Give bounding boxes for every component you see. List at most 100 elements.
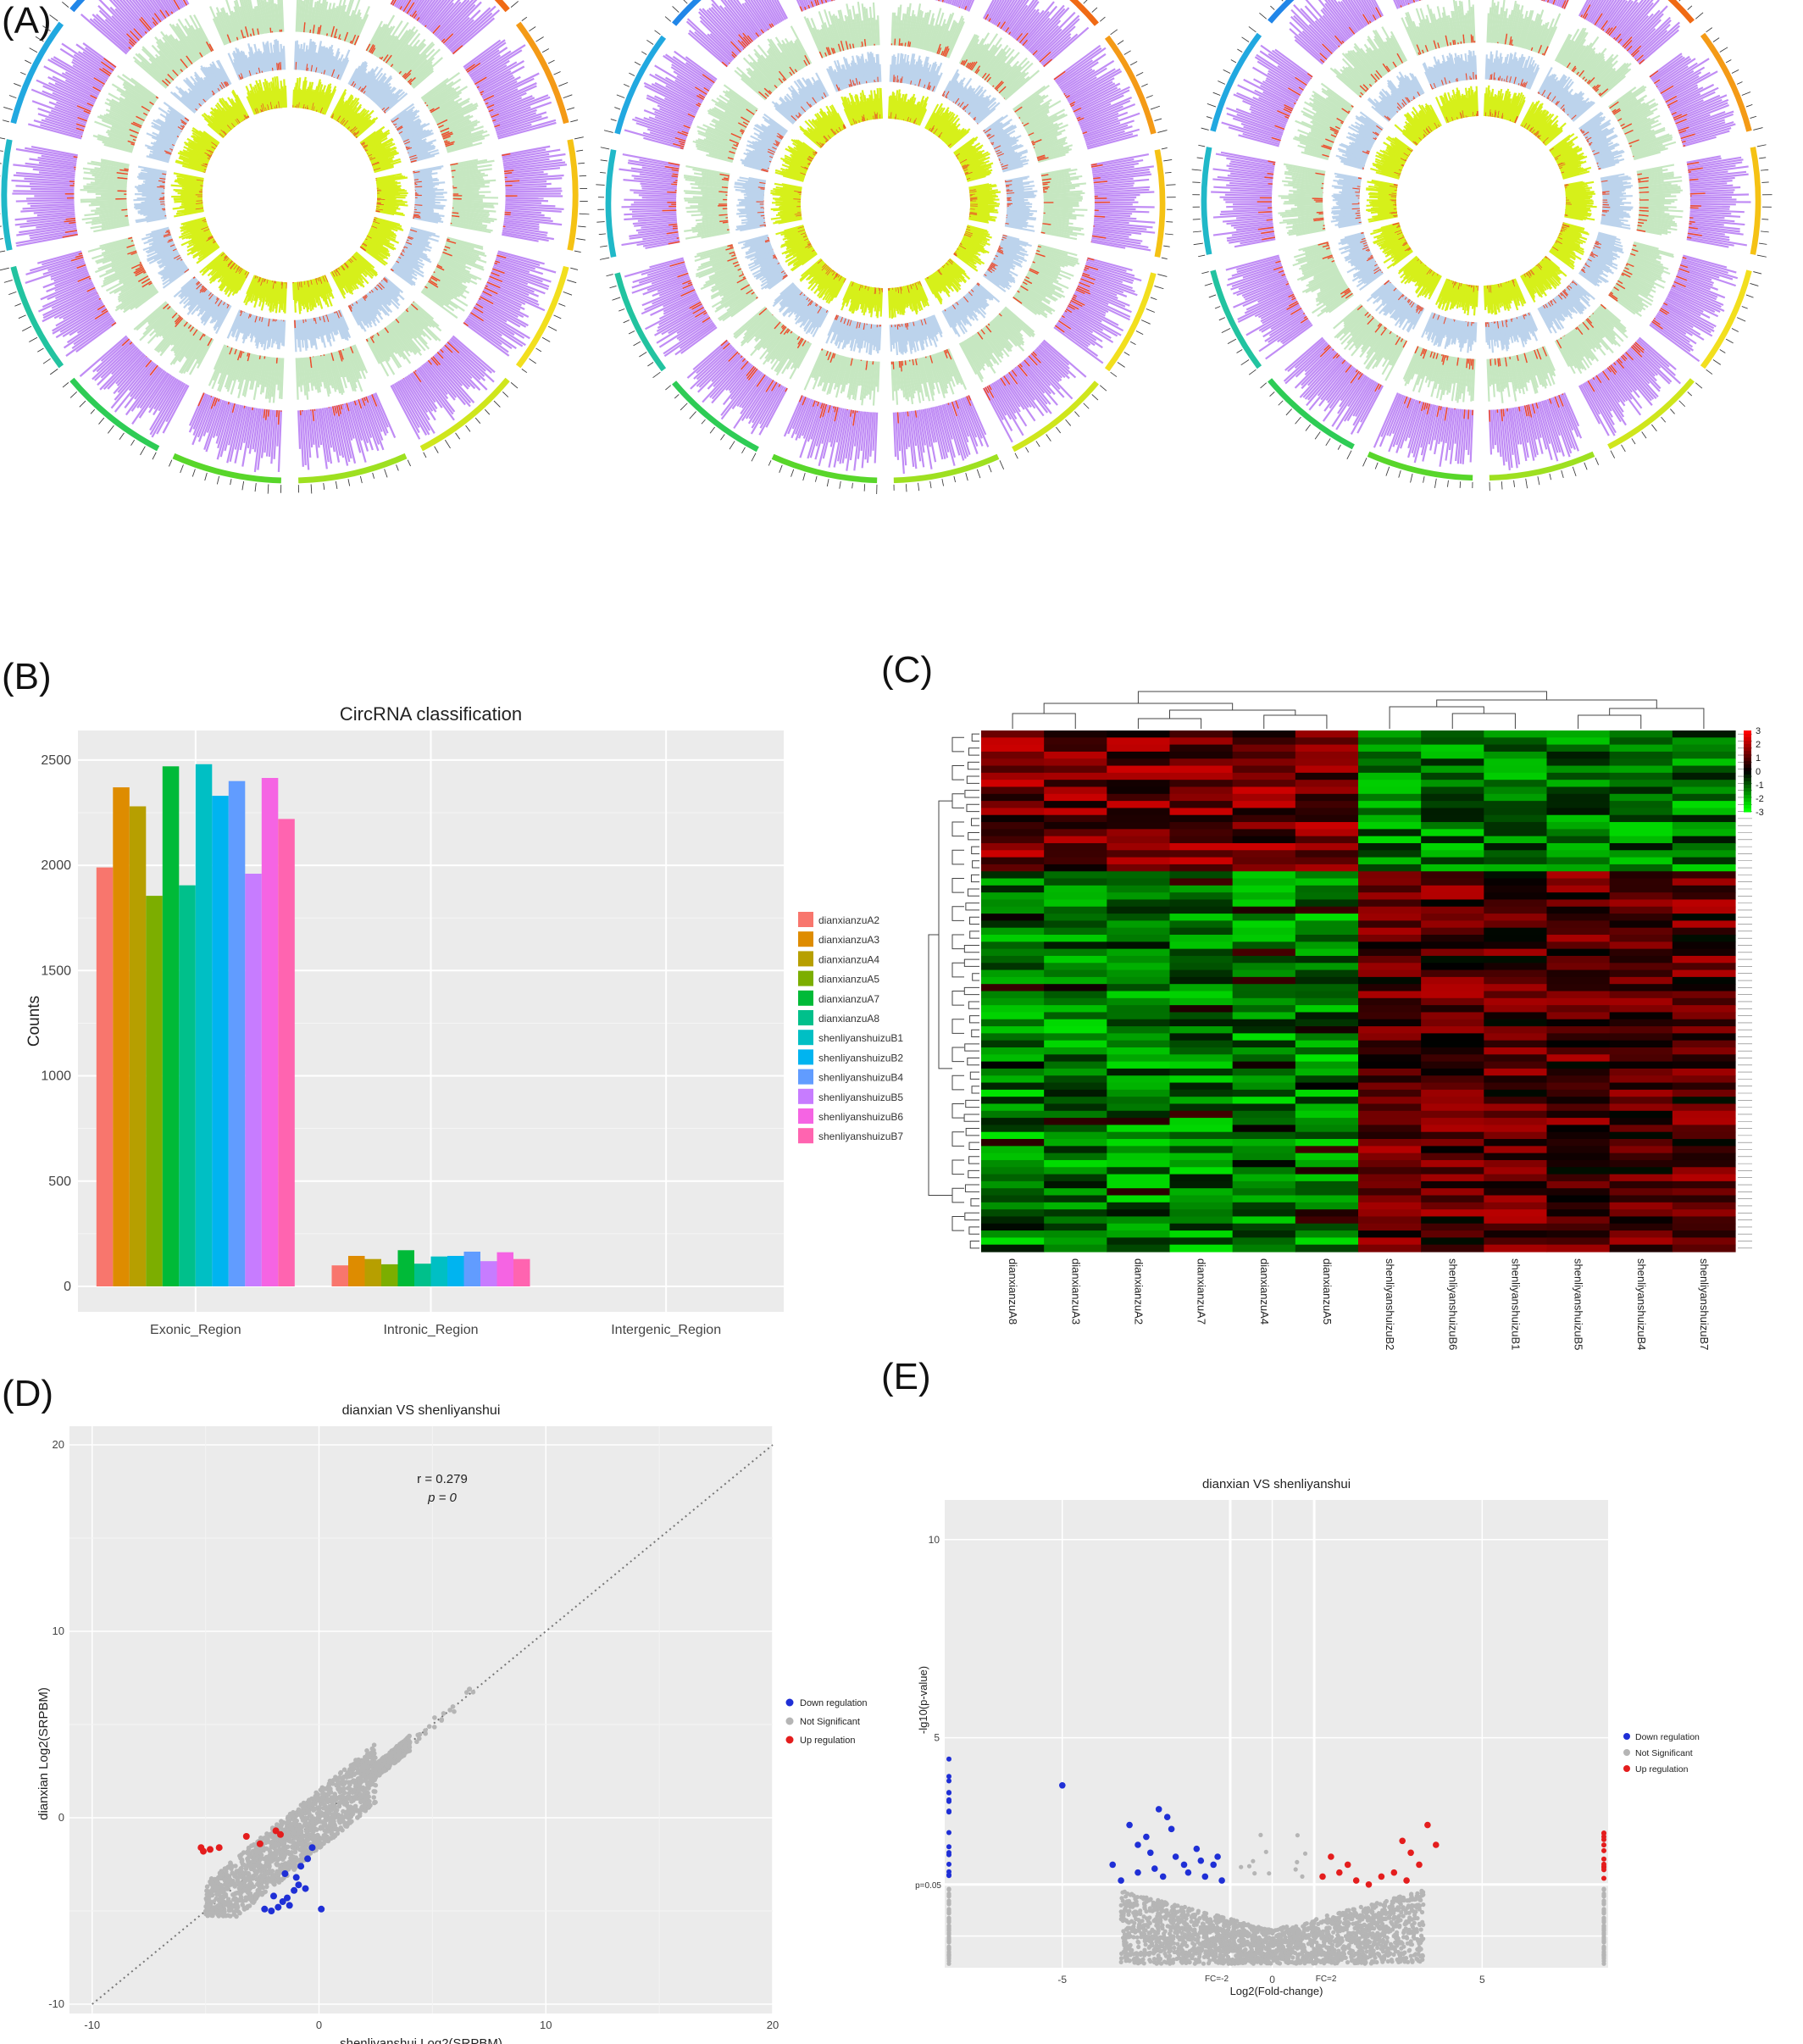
- circos-bar: [504, 173, 548, 179]
- circos-bar: [497, 121, 557, 140]
- chromosome-tick: [19, 71, 26, 75]
- circos-bar: [43, 65, 100, 96]
- circos-bar: [491, 269, 529, 286]
- circos-bar: [302, 45, 308, 71]
- circos-bar: [164, 42, 187, 69]
- circos-junction-bar: [735, 143, 739, 146]
- circos-bar: [239, 406, 250, 451]
- circos-bar: [99, 203, 127, 208]
- chromosome-tick: [547, 325, 558, 331]
- circos-junction-bar: [1040, 231, 1046, 234]
- chromosome-tick: [455, 432, 461, 440]
- circos-junction-bar: [64, 219, 76, 223]
- circos-bar: [233, 0, 247, 39]
- circos-junction-bar: [414, 369, 417, 372]
- circos-junction-bar: [424, 25, 427, 28]
- circos-junction-bar: [504, 214, 511, 216]
- chromosome-tick: [623, 319, 630, 324]
- circos-bar: [99, 236, 133, 247]
- circos-bar: [308, 409, 313, 448]
- circos-bar: [353, 344, 369, 374]
- circos-bar: [153, 376, 175, 410]
- circos-bar: [427, 359, 466, 406]
- chromosome-tick: [62, 1, 69, 8]
- circos-bar: [111, 14, 139, 43]
- chromosome-tick: [1166, 221, 1173, 223]
- circos-bar: [324, 48, 334, 75]
- circos-junction-bar: [180, 69, 184, 73]
- circos-bar: [162, 0, 174, 14]
- circos-junction-bar: [86, 103, 94, 107]
- circos-bar: [387, 324, 410, 353]
- circos-bar: [399, 380, 431, 431]
- circos-bar: [337, 0, 352, 40]
- circos-junction-bar: [277, 410, 280, 425]
- circos-bar: [416, 368, 455, 421]
- circos-junction-bar: [441, 38, 446, 42]
- circos-junction-bar: [207, 337, 213, 347]
- circos-bar: [175, 0, 182, 9]
- circos-bar: [372, 27, 391, 55]
- chromosome-tick: [1056, 426, 1062, 434]
- circos-junction-bar: [261, 70, 264, 73]
- circos-bar: [485, 282, 546, 312]
- circos-bar: [336, 49, 351, 80]
- circos-bar: [411, 372, 438, 409]
- chromosome-tick: [563, 94, 573, 99]
- circos-bar: [389, 323, 413, 353]
- circos-bar: [504, 170, 544, 177]
- circos-bar: [154, 0, 169, 18]
- circos-bar: [334, 61, 343, 79]
- circos-bar: [327, 353, 338, 391]
- circos-junction-bar: [83, 110, 91, 114]
- circos-bar: [159, 0, 172, 16]
- circos-bar: [105, 131, 136, 143]
- circos-junction-bar: [1073, 294, 1078, 297]
- circos-junction-bar: [452, 214, 460, 218]
- circos-bar: [189, 336, 212, 375]
- circos-bar: [468, 314, 517, 350]
- circos-junction-bar: [149, 364, 158, 376]
- circos-bar: [413, 0, 428, 19]
- circos-bar: [251, 354, 260, 391]
- circos-bar: [316, 0, 325, 35]
- circos-bar: [108, 0, 145, 37]
- circos-junction-bar: [153, 21, 157, 26]
- circos-bar: [374, 333, 391, 358]
- circos-bar: [97, 253, 138, 270]
- circos-bar: [272, 358, 279, 403]
- circos-bar: [372, 393, 389, 428]
- circos-bar: [71, 61, 107, 84]
- circos-bar: [426, 86, 461, 108]
- chromosome-tick: [680, 403, 688, 411]
- circos-junction-bar: [76, 264, 86, 269]
- panel-label-e: (E): [881, 1356, 931, 1397]
- circos-bar: [177, 330, 200, 362]
- circos-bar: [241, 407, 254, 467]
- circos-bar: [392, 45, 413, 69]
- circos-bar: [277, 0, 281, 32]
- circos-bar: [15, 171, 75, 179]
- circos-junction-bar: [1042, 186, 1050, 189]
- circos-bar: [158, 49, 181, 75]
- circos-bar: [444, 9, 481, 46]
- circos-junction-bar: [92, 86, 102, 92]
- circos-bar: [297, 48, 301, 70]
- panel-label-a: (A): [2, 0, 52, 42]
- circos-junction-bar: [444, 246, 451, 249]
- circos-junction-bar: [127, 250, 137, 255]
- circos-junction-bar: [480, 90, 485, 94]
- chromosome-tick: [1150, 105, 1160, 110]
- circos-junction-bar: [353, 400, 357, 406]
- circos-bar: [94, 167, 129, 174]
- circos-bar: [452, 203, 495, 208]
- chromosome-tick: [372, 472, 375, 479]
- circos-junction-bar: [102, 67, 112, 75]
- circos-junction-bar: [161, 208, 166, 210]
- circos-junction-bar: [90, 94, 97, 100]
- circos-bar: [171, 24, 198, 61]
- chromosome-tick: [629, 72, 635, 76]
- circos-bar: [146, 0, 164, 22]
- circos-bar: [47, 76, 97, 102]
- circos-junction-bar: [141, 278, 151, 285]
